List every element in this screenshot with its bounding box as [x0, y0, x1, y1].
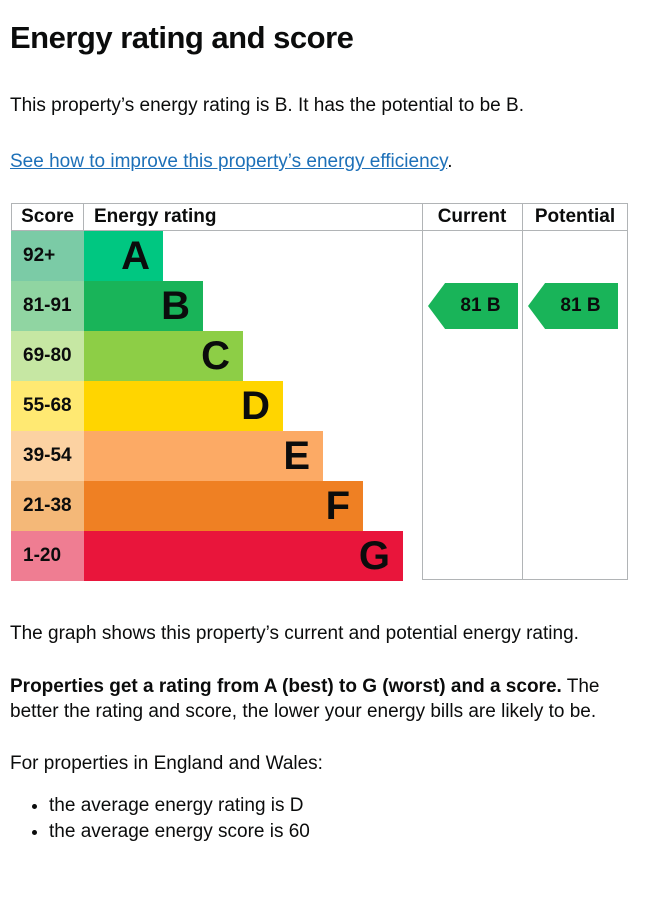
graph-caption: The graph shows this property’s current … — [10, 623, 579, 644]
band-score-range: 81-91 — [11, 281, 84, 331]
band-score-range: 39-54 — [11, 431, 84, 481]
band-score-range: 92+ — [11, 231, 84, 281]
band-bar-a: A — [84, 231, 163, 281]
band-row: 39-54 E — [11, 431, 628, 481]
band-bar-e: E — [84, 431, 323, 481]
band-score-range: 69-80 — [11, 331, 84, 381]
epc-page: Energy rating and score This property’s … — [0, 20, 645, 844]
improve-paragraph: See how to improve this property’s energ… — [10, 149, 635, 174]
improve-efficiency-link[interactable]: See how to improve this property’s energ… — [10, 151, 448, 172]
list-item: the average energy score is 60 — [49, 819, 635, 844]
average-stats-list: the average energy rating is D the avera… — [10, 793, 635, 844]
rating-explanation: Properties get a rating from A (best) to… — [10, 674, 635, 724]
band-bar-d: D — [84, 381, 283, 431]
band-score-range: 55-68 — [11, 381, 84, 431]
band-score-range: 1-20 — [11, 531, 84, 581]
band-rows: 92+ A 81-91 B 69-80 C 55-68 D 39-54 E 21-38 F 1-20 G — [11, 231, 628, 581]
band-letter: G — [358, 534, 390, 578]
potential-column: 81 B — [522, 204, 628, 580]
column-header-potential: Potential — [534, 206, 616, 227]
current-rating-arrow: 81 B — [428, 283, 518, 329]
list-item: the average energy rating is D — [49, 793, 635, 818]
band-row: 81-91 B — [11, 281, 628, 331]
rating-explanation-rest: The better the rating and score, the low… — [10, 676, 600, 722]
column-header-score: Score — [11, 204, 84, 230]
region-heading: For properties in England and Wales: — [10, 753, 323, 774]
page-title: Energy rating and score — [10, 20, 354, 55]
current-rating-label: 81 B — [460, 295, 501, 316]
band-letter: D — [241, 384, 270, 428]
column-header-current: Current — [437, 206, 507, 227]
band-row: 1-20 G — [11, 531, 628, 581]
band-letter: A — [121, 234, 150, 278]
band-bar-c: C — [84, 331, 243, 381]
energy-rating-chart: Score Energy rating Current Potential 92… — [11, 203, 628, 581]
band-letter: B — [161, 284, 190, 328]
rating-explanation-bold: Properties get a rating from A (best) to… — [10, 676, 562, 697]
chart-header-row: Score Energy rating Current Potential — [11, 204, 628, 231]
link-suffix: . — [447, 151, 453, 172]
potential-rating-label: 81 B — [560, 295, 601, 316]
current-column: 81 B — [422, 204, 522, 580]
potential-rating-arrow: 81 B — [528, 283, 618, 329]
band-letter: E — [283, 434, 310, 478]
rating-summary-text: This property’s energy rating is B. It h… — [10, 95, 524, 116]
band-row: 92+ A — [11, 231, 628, 281]
band-bar-g: G — [84, 531, 403, 581]
band-row: 69-80 C — [11, 331, 628, 381]
band-letter: F — [325, 484, 350, 528]
band-bar-f: F — [84, 481, 363, 531]
band-bar-b: B — [84, 281, 203, 331]
band-row: 21-38 F — [11, 481, 628, 531]
band-row: 55-68 D — [11, 381, 628, 431]
column-header-rating: Energy rating — [94, 206, 217, 227]
band-letter: C — [201, 334, 230, 378]
band-score-range: 21-38 — [11, 481, 84, 531]
